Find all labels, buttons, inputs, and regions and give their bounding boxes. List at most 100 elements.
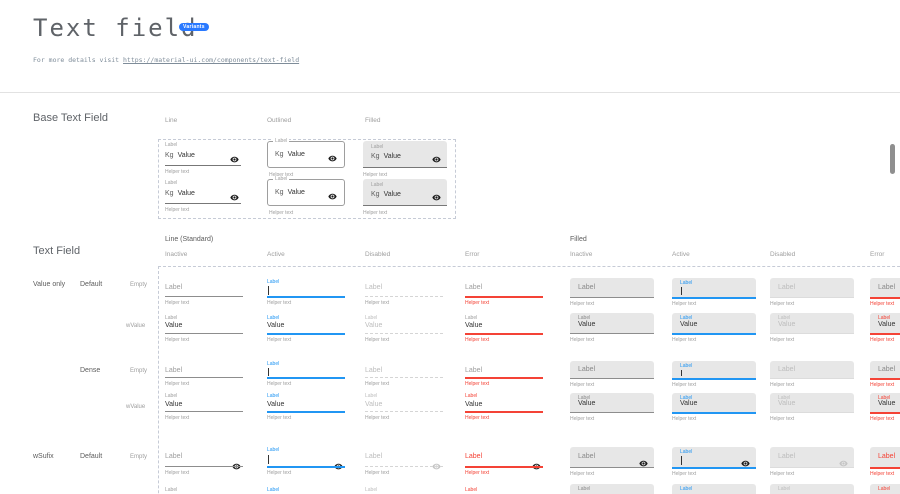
field-label: Label (365, 393, 378, 399)
visibility-icon[interactable] (232, 458, 241, 476)
helper-text: Helper text (870, 301, 895, 307)
text-field-filled-inactive-default-empty[interactable]: Label Helper text (570, 278, 654, 314)
text-field-filled-active-dense-wvalue[interactable]: Label Value Helper text (672, 393, 756, 429)
row-label-empty: Empty (130, 454, 148, 460)
text-field-line-active-default-wvalue[interactable]: Label Value Helper text (267, 313, 345, 347)
text-field-filled-disabled-default-wvalue[interactable]: Label Value Helper text (770, 313, 854, 349)
field-label: Label (578, 366, 596, 373)
text-field-line-error-sufix-empty[interactable]: Label Helper text (465, 447, 543, 481)
text-field-filled-active-default-empty[interactable]: Label Helper text (672, 278, 756, 314)
scrollbar-thumb[interactable] (890, 144, 895, 174)
visibility-icon[interactable] (639, 455, 648, 473)
base-field-filled[interactable]: Label Kg Value Helper text (363, 179, 447, 216)
field-input[interactable]: Kg Value (275, 189, 305, 197)
text-field-line-disabled-default-wvalue[interactable]: Label Value Helper text (365, 313, 443, 347)
field-underline (267, 296, 345, 298)
text-field-filled-error-default-empty[interactable]: Label Helper text (870, 278, 900, 314)
base-field-outlined[interactable]: Label Kg Value Helper text (267, 176, 345, 216)
text-field-filled-disabled-default-empty[interactable]: Label Helper text (770, 278, 854, 314)
field-value: Value (465, 401, 483, 408)
text-field-line-error-default-empty[interactable]: Label Helper text (465, 278, 543, 312)
visibility-icon[interactable] (432, 458, 441, 476)
row-label-wsufix: wSufix (33, 453, 54, 460)
base-field-filled[interactable]: Label Kg Value Helper text (363, 141, 447, 178)
docs-link[interactable]: https://material-ui.com/components/text-… (123, 56, 300, 64)
helper-text: Helper text (165, 300, 190, 306)
helper-text: Helper text (570, 471, 595, 477)
text-field-filled-active-default-wvalue[interactable]: Label Value Helper text (672, 313, 756, 349)
state-header-filled: Disabled (770, 251, 796, 258)
visibility-icon[interactable] (432, 189, 441, 207)
text-field-filled-inactive-dense-wvalue[interactable]: Label Value Helper text (570, 393, 654, 429)
text-field-filled-error-default-wvalue[interactable]: Label Value Helper text (870, 313, 900, 349)
text-field-line-error-dense-wvalue[interactable]: Label Value Helper text (465, 393, 543, 427)
text-field-filled-error-dense-empty[interactable]: Label Helper text (870, 361, 900, 397)
visibility-icon[interactable] (432, 151, 441, 169)
helper-text: Helper text (267, 415, 292, 421)
text-field-line-inactive-dense-wvalue[interactable]: Label Value Helper text (165, 393, 243, 427)
text-field-filled-disabled-dense-empty[interactable]: Label Helper text (770, 361, 854, 397)
text-field-line-inactive-sufix-empty[interactable]: Label Helper text (165, 447, 243, 481)
text-field-filled-inactive-default-wvalue[interactable]: Label Value Helper text (570, 313, 654, 349)
text-field-filled-disabled-dense-wvalue[interactable]: Label Value Helper text (770, 393, 854, 429)
base-field-outlined[interactable]: Label Kg Value Helper text (267, 138, 345, 178)
base-field-line[interactable]: Label Kg Value Helper text (165, 180, 241, 214)
text-field-line-active-dense-wvalue[interactable]: Label Value Helper text (267, 393, 345, 427)
helper-text: Helper text (365, 337, 390, 343)
field-label: Label (267, 315, 280, 321)
text-field-line-disabled-default-empty[interactable]: Label Helper text (365, 278, 443, 312)
text-field-line-disabled-dense-empty[interactable]: Label Helper text (365, 361, 443, 395)
visibility-icon[interactable] (230, 189, 239, 207)
text-field-filled-inactive-sufix-empty[interactable]: Label Helper text (570, 447, 654, 483)
text-field-line-active-dense-empty[interactable]: Label Helper text (267, 361, 345, 395)
field-input[interactable]: Kg Value (165, 152, 195, 160)
filled-box (570, 447, 654, 468)
text-field-filled-active-sufix-empty[interactable]: Label Helper text (672, 447, 756, 483)
text-field-line-error-dense-empty[interactable]: Label Helper text (465, 361, 543, 395)
filled-box (770, 313, 854, 334)
text-field-line-inactive-default-empty[interactable]: Label Helper text (165, 278, 243, 312)
field-label: Label (165, 180, 178, 186)
field-label: Label (680, 449, 693, 455)
field-label: Label (465, 487, 478, 493)
visibility-icon[interactable] (328, 188, 337, 206)
field-value: Value (267, 401, 285, 408)
field-input[interactable]: Kg Value (371, 153, 401, 161)
visibility-icon[interactable] (328, 150, 337, 168)
text-field-line-error-default-wvalue[interactable]: Label Value Helper text (465, 313, 543, 347)
field-input[interactable]: Kg Value (165, 190, 195, 198)
text-field-line-disabled-dense-wvalue[interactable]: Label Value Helper text (365, 393, 443, 427)
helper-text: Helper text (570, 416, 595, 422)
field-underline (465, 411, 543, 413)
text-field-line-active-sufix-empty[interactable]: Label Helper text (267, 447, 345, 481)
visibility-icon[interactable] (230, 151, 239, 169)
text-field-line-active-default-empty[interactable]: Label Helper text (267, 278, 345, 312)
field-value: Value (578, 400, 596, 407)
filled-box (570, 278, 654, 298)
state-header-line: Error (465, 251, 480, 258)
visibility-icon[interactable] (741, 455, 750, 473)
field-label: Label (165, 487, 178, 493)
text-field-filled-inactive-dense-empty[interactable]: Label Helper text (570, 361, 654, 397)
field-input[interactable]: Kg Value (275, 151, 305, 159)
text-field-line-inactive-default-wvalue[interactable]: Label Value Helper text (165, 313, 243, 347)
field-input[interactable]: Kg Value (371, 191, 401, 199)
text-field-filled-error-sufix-empty[interactable]: Label Helper text (870, 447, 900, 483)
base-field-line[interactable]: Label Kg Value Helper text (165, 142, 241, 176)
text-field-filled-active-dense-empty[interactable]: Label Helper text (672, 361, 756, 397)
text-field-filled-disabled-sufix-empty[interactable]: Label Helper text (770, 447, 854, 483)
text-field-line-disabled-sufix-empty[interactable]: Label Helper text (365, 447, 443, 481)
divider (0, 92, 900, 93)
visibility-icon[interactable] (839, 455, 848, 473)
field-label: Label (465, 315, 478, 321)
text-field-line-inactive-dense-empty[interactable]: Label Helper text (165, 361, 243, 395)
text-field-filled-error-dense-wvalue[interactable]: Label Value Helper text (870, 393, 900, 429)
